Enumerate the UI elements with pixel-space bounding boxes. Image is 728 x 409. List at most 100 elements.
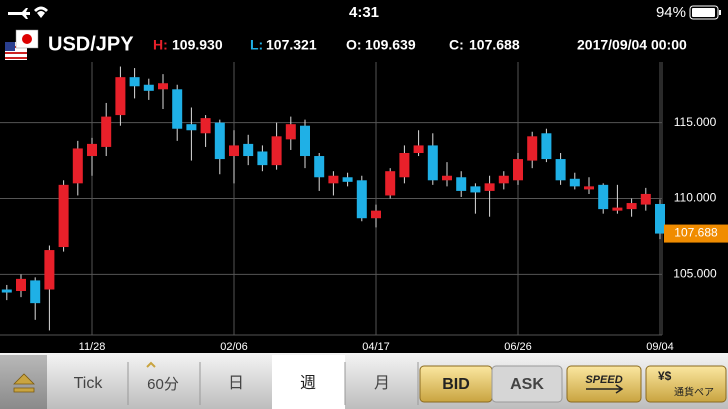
airplane-icon	[8, 8, 30, 19]
x-tick-label: 06/26	[504, 341, 532, 353]
candle-body	[612, 207, 623, 211]
toolbar: Tick 60分 日 週 月 BID ASK SPEED ¥$ 通貨ペア	[0, 353, 728, 409]
candle-body	[314, 156, 325, 178]
candle-body	[72, 148, 83, 184]
y-tick-label: 115.000	[674, 115, 717, 129]
candle-body	[186, 124, 197, 131]
candle-body	[584, 186, 594, 190]
low-value: 107.321	[266, 37, 317, 53]
candle-body	[87, 143, 97, 157]
week-selected-bg	[272, 355, 345, 409]
wifi-icon	[34, 6, 48, 18]
ask-button[interactable]	[491, 365, 563, 403]
candle-body	[371, 210, 381, 219]
pair-button[interactable]	[645, 365, 727, 403]
candle-body	[413, 145, 424, 153]
close-label: C:	[449, 37, 464, 53]
low-label: L:	[250, 37, 263, 53]
y-tick-label: 110.000	[674, 191, 717, 205]
flag-us-stripe	[5, 52, 27, 54]
candle-body	[399, 153, 410, 178]
candle-body	[427, 145, 438, 181]
eject-icon	[13, 373, 35, 393]
candle-body	[626, 203, 637, 210]
chart: 105.000 110.000 115.000 11/28 02/06 04/17 06/2…	[0, 62, 728, 353]
x-tick-label: 11/28	[79, 341, 106, 353]
candle-body	[158, 83, 168, 90]
header: USD/JPY H: 109.930 L: 107.321 O: 109.639…	[5, 29, 687, 60]
symbol: USD/JPY	[48, 33, 134, 55]
currency-icon: ¥$	[658, 369, 672, 383]
bid-label: BID	[442, 376, 470, 393]
candle-body	[285, 124, 296, 140]
candle-body	[442, 175, 452, 181]
candle-body	[16, 278, 26, 292]
candle-body	[58, 184, 69, 248]
open-value: 109.639	[365, 37, 416, 53]
pair-label: 通貨ペア	[674, 386, 714, 399]
high-label: H:	[153, 37, 168, 53]
candle-body	[513, 159, 523, 181]
candle-body	[129, 77, 140, 87]
caret-up	[146, 361, 156, 368]
x-tick-label: 09/04	[646, 341, 674, 353]
candle-body	[569, 178, 580, 187]
candle-body	[200, 118, 211, 134]
flag-us-stripe	[5, 57, 27, 59]
candle-body	[214, 122, 225, 160]
x-tick-label: 02/06	[220, 341, 248, 353]
candle-body	[484, 183, 495, 191]
last-price-tag	[664, 224, 728, 243]
flag-jp-sun	[22, 34, 32, 44]
battery-level	[692, 8, 715, 17]
x-tick-label: 04/17	[362, 341, 390, 353]
candle-body	[271, 136, 282, 166]
speed-button[interactable]	[566, 365, 642, 403]
candle-body	[640, 193, 651, 205]
battery-percent: 94%	[656, 4, 686, 21]
status-bar: 4:31 94%	[8, 4, 721, 21]
candle-body	[356, 180, 367, 219]
open-label: O:	[346, 37, 362, 53]
last-price-label: 107.688	[674, 226, 718, 240]
week-button[interactable]: 週	[300, 374, 316, 392]
candle-body	[470, 186, 481, 193]
candle-body	[44, 250, 55, 290]
candle-body	[555, 159, 566, 181]
candle-body	[229, 145, 239, 157]
candle-body	[115, 77, 126, 116]
datetime: 2017/09/04 00:00	[577, 37, 687, 53]
candle-body	[598, 184, 609, 210]
candle-body	[300, 125, 310, 157]
candle-body	[143, 84, 154, 91]
candle-body	[385, 171, 396, 196]
candle-body	[101, 116, 112, 147]
candle-body	[257, 151, 268, 166]
candle-body	[172, 89, 183, 129]
tick-button[interactable]: Tick	[74, 375, 104, 392]
candle-body	[541, 133, 552, 160]
candle-body	[243, 143, 254, 157]
candle-body	[342, 177, 353, 182]
battery-tip	[719, 10, 721, 15]
day-button[interactable]: 日	[228, 375, 244, 392]
flag-us-canton	[5, 42, 15, 51]
clock: 4:31	[349, 4, 379, 21]
candle-body	[1, 289, 12, 293]
candle-body	[498, 175, 509, 184]
candle-body	[328, 175, 339, 184]
candle-body	[456, 177, 467, 191]
candle-body	[30, 280, 41, 304]
y-tick-label: 105.000	[673, 267, 717, 281]
60min-button[interactable]: 60分	[147, 376, 179, 393]
candle-body	[655, 203, 665, 234]
high-value: 109.930	[172, 37, 223, 53]
speed-arrows	[586, 384, 624, 394]
ask-label: ASK	[510, 376, 544, 393]
close-value: 107.688	[469, 37, 520, 53]
month-button[interactable]: 月	[374, 375, 390, 392]
speed-label: SPEED	[585, 374, 622, 386]
battery-outline	[689, 5, 719, 20]
candle-body	[527, 136, 538, 161]
